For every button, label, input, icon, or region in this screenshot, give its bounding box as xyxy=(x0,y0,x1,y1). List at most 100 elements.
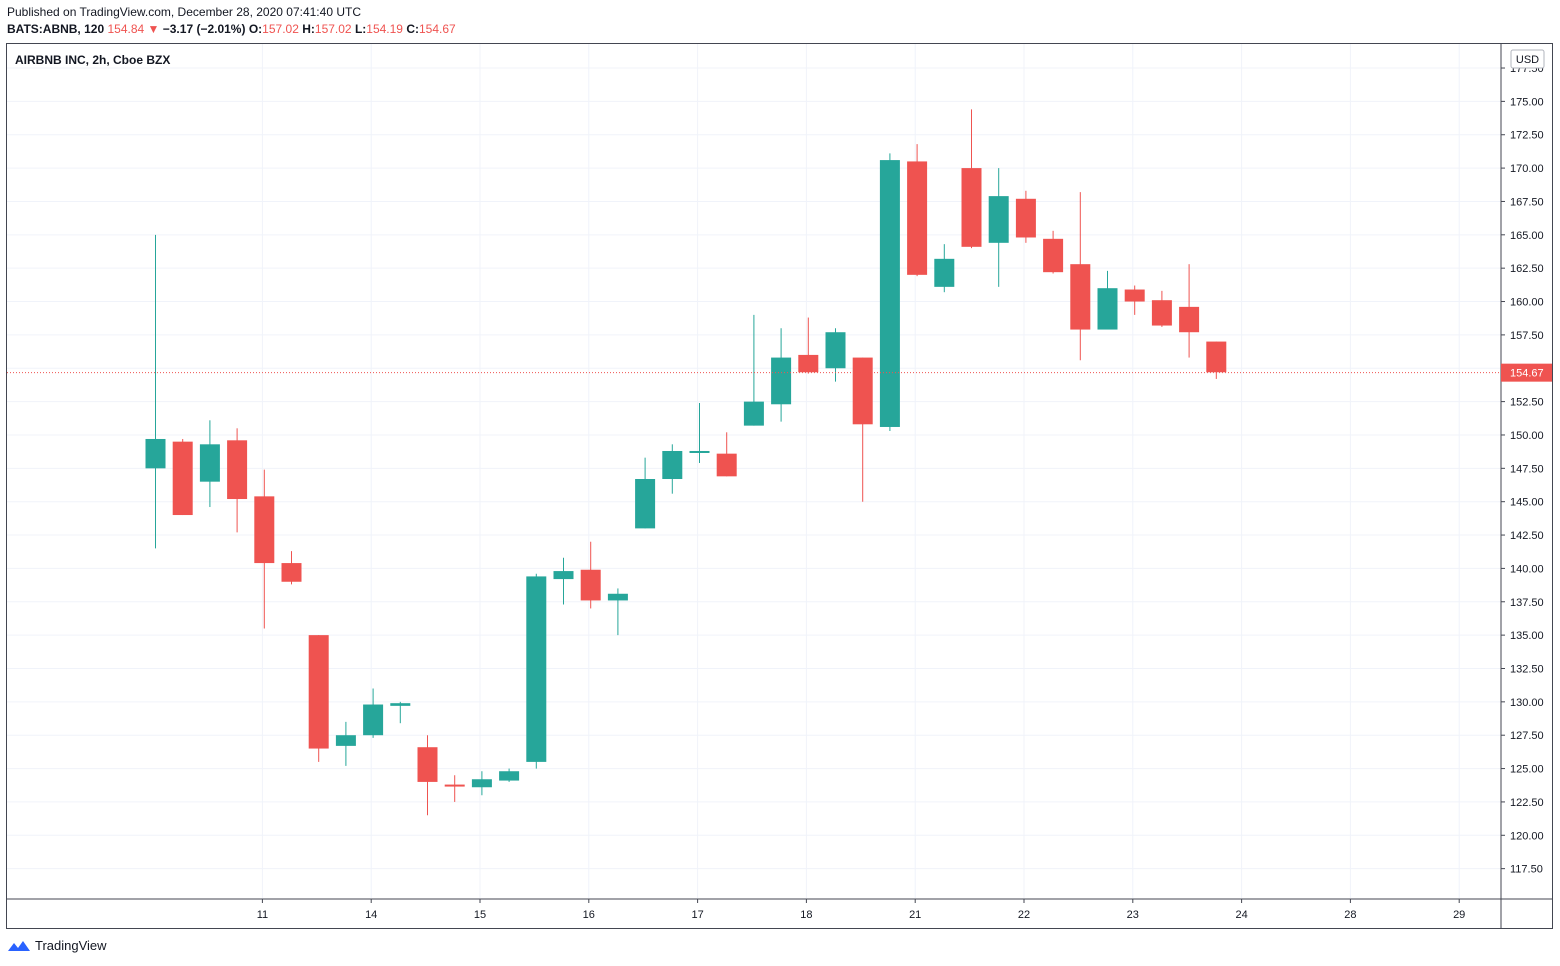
candle-down xyxy=(852,357,873,502)
y-tick-label: 152.50 xyxy=(1510,397,1544,409)
candle-up xyxy=(363,688,384,738)
y-tick-label: 132.50 xyxy=(1510,663,1544,675)
x-tick-label: 29 xyxy=(1453,909,1465,921)
last-price-box xyxy=(1501,363,1552,382)
quote-bar: BATS:ABNB, 120 154.84 ▼ −3.17 (−2.01%) O… xyxy=(7,22,456,36)
candle-body xyxy=(988,196,1009,243)
currency-label: USD xyxy=(1516,54,1539,66)
x-tick-label: 18 xyxy=(800,909,812,921)
currency-button-box xyxy=(1510,49,1545,69)
y-tick-label: 142.50 xyxy=(1510,530,1544,542)
candle-down xyxy=(444,775,465,802)
candle-body xyxy=(1043,238,1064,273)
candle-body xyxy=(635,479,656,529)
candle-down xyxy=(907,144,928,277)
candle-body xyxy=(199,444,220,482)
last-price-marker: 154.67 xyxy=(7,363,1552,382)
candle-body xyxy=(417,747,438,782)
y-tick-label: 150.00 xyxy=(1510,430,1544,442)
y-tick-label: 122.50 xyxy=(1510,797,1544,809)
candle-body xyxy=(471,779,492,788)
candle-up xyxy=(145,234,166,549)
candle-body xyxy=(825,332,846,369)
change-down-icon: ▼ xyxy=(147,22,160,36)
candle-up xyxy=(879,153,900,431)
candle-body xyxy=(363,704,384,736)
candle-body xyxy=(1151,300,1172,326)
candle-up xyxy=(390,701,411,724)
candle-down xyxy=(308,635,329,762)
x-tick-label: 21 xyxy=(909,909,921,921)
candle-body xyxy=(716,453,737,477)
x-tick-label: 11 xyxy=(257,909,268,921)
y-tick-label: 167.50 xyxy=(1510,196,1544,208)
price-axis: 117.50 120.00 122.50 125.00 127.50 130.00 132.… xyxy=(1501,63,1544,876)
x-tick-label: 15 xyxy=(474,909,486,921)
candle-down xyxy=(580,541,601,609)
candle-down xyxy=(1179,264,1200,358)
candle-body xyxy=(444,784,465,787)
candle-body xyxy=(662,450,683,480)
x-tick-label: 24 xyxy=(1235,909,1247,921)
candle-down xyxy=(1070,192,1091,361)
x-tick-label: 28 xyxy=(1344,909,1356,921)
candle-body xyxy=(798,354,819,373)
y-tick-label: 135.00 xyxy=(1510,630,1544,642)
candle-up xyxy=(499,768,520,782)
candle-up xyxy=(1097,270,1118,330)
low-value: 154.19 xyxy=(366,22,403,36)
symbol-label[interactable]: BATS:ABNB, 120 xyxy=(7,22,105,36)
candle-down xyxy=(798,317,819,374)
published-note: Published on TradingView.com, December 2… xyxy=(7,5,361,19)
x-tick-label: 23 xyxy=(1127,909,1139,921)
candle-body xyxy=(1124,289,1145,302)
candle-down xyxy=(254,469,275,629)
candle-down xyxy=(1151,290,1172,327)
tradingview-logo[interactable]: TradingView xyxy=(7,938,107,953)
candle-body xyxy=(961,168,982,247)
candle-body xyxy=(553,571,574,580)
candle-down xyxy=(417,735,438,816)
candle-body xyxy=(1097,288,1118,330)
candle-up xyxy=(553,557,574,605)
last-price: 154.84 xyxy=(107,22,145,36)
candle-body xyxy=(907,161,928,275)
candle-body xyxy=(852,357,873,425)
candle-body xyxy=(227,440,248,500)
candle-body xyxy=(526,576,547,762)
x-tick-label: 17 xyxy=(691,909,703,921)
candle-body xyxy=(743,401,764,426)
high-label: H: xyxy=(302,22,315,36)
candle-up xyxy=(825,328,846,382)
candle-up xyxy=(635,457,656,529)
y-tick-label: 120.00 xyxy=(1510,830,1544,842)
y-tick-label: 137.50 xyxy=(1510,597,1544,609)
y-tick-label: 165.00 xyxy=(1510,230,1544,242)
candle-body xyxy=(607,593,628,601)
currency-button[interactable]: USD xyxy=(1510,49,1545,69)
y-tick-label: 157.50 xyxy=(1510,330,1544,342)
open-label: O: xyxy=(248,22,263,36)
candle-body xyxy=(1206,341,1227,373)
candle-down xyxy=(227,428,248,533)
x-tick-label: 14 xyxy=(365,909,377,921)
candle-body xyxy=(281,563,302,582)
open-value: 157.02 xyxy=(262,22,299,36)
candle-body xyxy=(308,635,329,749)
candle-body xyxy=(771,357,792,405)
y-tick-label: 172.50 xyxy=(1510,130,1544,142)
y-tick-label: 117.50 xyxy=(1510,864,1543,876)
chart-title: AIRBNB INC, 2h, Cboe BZX xyxy=(15,53,171,67)
tradingview-icon xyxy=(8,940,30,951)
candle-up xyxy=(199,420,220,508)
candle-body xyxy=(689,450,710,453)
candle-body xyxy=(1179,306,1200,333)
y-tick-label: 175.00 xyxy=(1510,96,1544,108)
candle-down xyxy=(1043,230,1064,274)
candle-body xyxy=(335,735,356,746)
candle-body xyxy=(1070,264,1091,330)
change-value: −3.17 (−2.01%) xyxy=(162,22,246,36)
candle-down xyxy=(961,109,982,249)
candle-body xyxy=(145,438,166,469)
